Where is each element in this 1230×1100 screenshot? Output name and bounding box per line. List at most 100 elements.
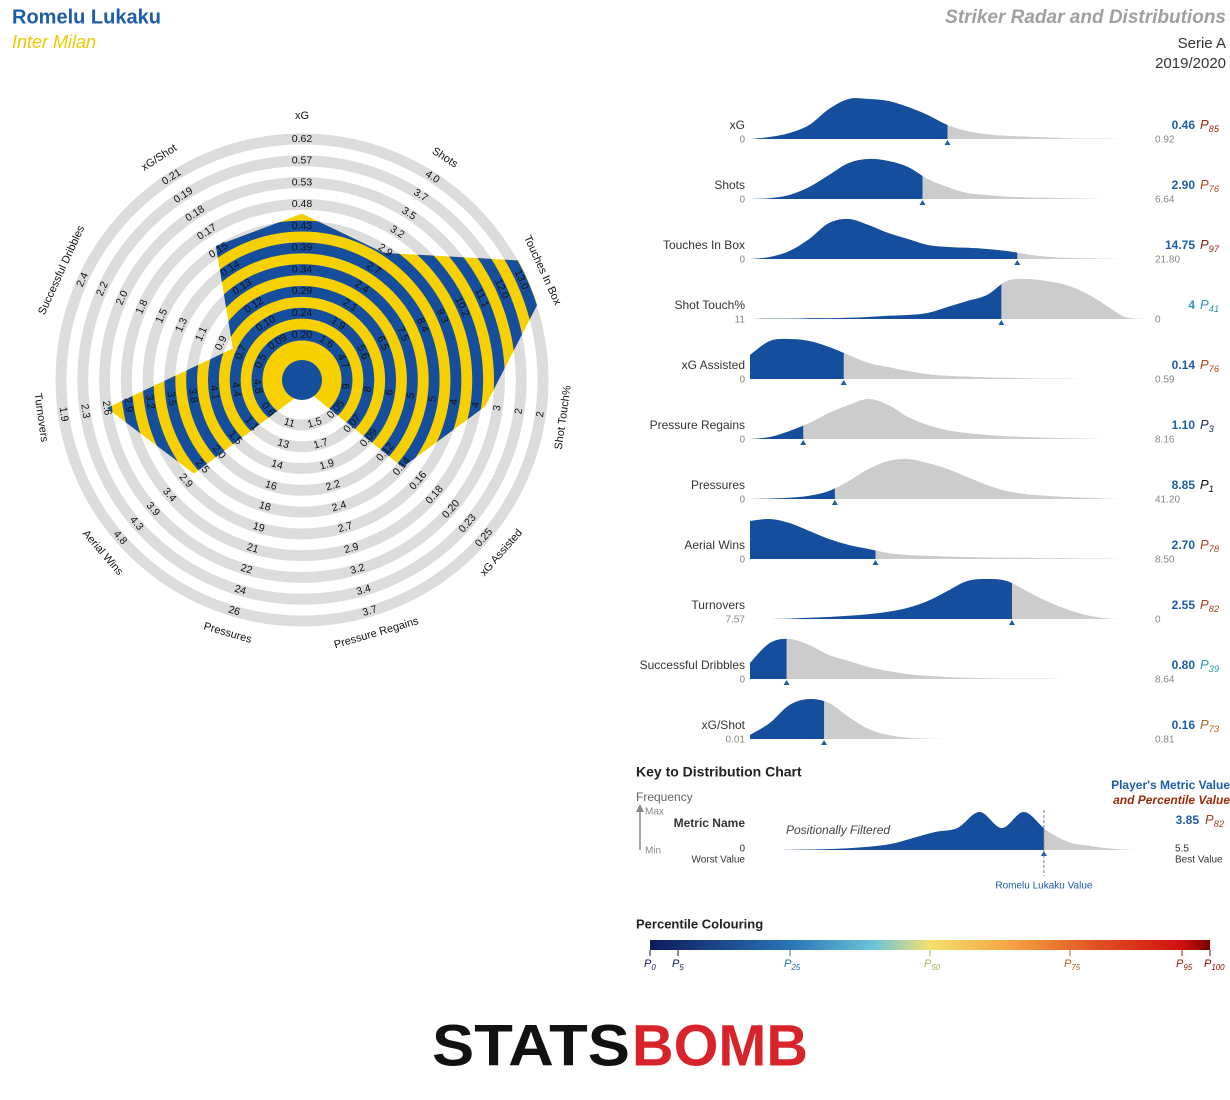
radar-tick-label: 9: [340, 382, 353, 390]
radar-tick-label: 0.43: [292, 220, 313, 232]
radar-tick-label: 1.9: [318, 457, 336, 473]
distribution-player-area: [750, 158, 923, 199]
value-marker: [944, 140, 951, 145]
distribution-player-area: [750, 638, 787, 679]
percentile-number: 73: [1209, 724, 1220, 734]
metric-name: Touches In Box: [663, 238, 745, 252]
season: 2019/2020: [1155, 55, 1226, 72]
value-marker: [998, 320, 1005, 325]
ring: [99, 177, 505, 583]
radar-tick-label: 14: [270, 457, 285, 472]
key-frequency: Frequency: [636, 790, 693, 804]
metric-name: Aerial Wins: [684, 538, 745, 552]
radar-tick-label: 2.2: [324, 478, 342, 494]
value-marker: [840, 380, 847, 385]
max-label: 0.59: [1155, 375, 1175, 386]
radar-tick-label: 6.5: [374, 334, 391, 352]
radar-tick-label: 0.5: [252, 352, 269, 370]
min-label: 0: [739, 435, 745, 446]
radar-tick-label: 2: [534, 410, 547, 418]
percentile-number: 97: [1209, 244, 1220, 254]
metric-value: 0.14: [1172, 358, 1196, 372]
radar-tick-label: 4.7: [335, 352, 352, 370]
max-label: 8.64: [1155, 675, 1175, 686]
value-marker: [1008, 620, 1015, 625]
min-label: 0: [739, 675, 745, 686]
key-min-caption: Worst Value: [691, 855, 745, 866]
key-min: Min: [645, 846, 661, 857]
percentile-title: Percentile Colouring: [636, 916, 763, 931]
value-marker: [831, 500, 838, 505]
competition: Serie A: [1178, 35, 1226, 52]
percentile: P100: [1204, 958, 1225, 972]
radar-tick-label: 3.4: [355, 582, 373, 598]
percentile-prefix: P: [1200, 597, 1209, 612]
radar-tick-label: 0.62: [292, 133, 313, 145]
radar-tick-label: 3.5: [164, 391, 178, 407]
key-legend-percentile: and Percentile Value: [1113, 793, 1230, 807]
metric-value: 14.75: [1165, 238, 1195, 252]
min-label: 0: [739, 555, 745, 566]
metric-name: Pressures: [691, 478, 745, 492]
min-label: 0: [739, 375, 745, 386]
percentile: P39: [1200, 657, 1219, 674]
radar-tick-label: 0.9: [213, 334, 230, 352]
radar-tick-label: 0.53: [292, 176, 313, 188]
percentile-number: 75: [1071, 963, 1080, 972]
radar-tick-label: 2.0: [114, 289, 131, 307]
value-marker: [783, 680, 790, 685]
percentile: P82: [1200, 597, 1220, 614]
radar-tick-label: 6: [383, 389, 396, 397]
radar-tick-label: 7.5: [394, 325, 411, 343]
radar-tick-label: 2.2: [94, 280, 111, 298]
radar-tick-label: 4: [469, 401, 482, 409]
metric-value: 2.90: [1172, 178, 1196, 192]
radar-tick-label: 22: [239, 562, 254, 577]
player-name: Romelu Lukaku: [12, 6, 161, 28]
percentile-prefix: P: [1200, 657, 1209, 672]
radar-tick-label: 0.24: [292, 307, 313, 319]
percentile-number: 1: [1209, 484, 1214, 494]
band: [164, 242, 440, 474]
min-label: 7.57: [726, 615, 746, 626]
distribution-area: [750, 338, 1145, 379]
distribution-player-area: [750, 698, 825, 739]
percentile-prefix: P: [1200, 417, 1209, 432]
distribution-player-area: [750, 218, 1018, 259]
metric-value: 8.85: [1172, 478, 1196, 492]
percentile-prefix: P: [1200, 477, 1209, 492]
value-marker: [872, 560, 879, 565]
radar-tick-label: 2: [512, 407, 525, 415]
metric-name: Shots: [714, 178, 745, 192]
radar-tick-label: 0.20: [292, 329, 313, 341]
min-label: 11: [735, 315, 746, 326]
key-max: Max: [645, 807, 664, 818]
radar-tick-label: 11: [282, 416, 296, 431]
radar-axis-label: Pressures: [202, 620, 253, 646]
radar-tick-label: 2.7: [337, 520, 355, 536]
radar-tick-label: 9.3: [434, 307, 451, 325]
percentile-number: 82: [1214, 819, 1225, 829]
key-marker-label: Romelu Lukaku Value: [995, 881, 1093, 892]
percentile: P0: [644, 958, 656, 972]
max-label: 0: [1155, 315, 1161, 326]
percentile-number: 78: [1209, 544, 1220, 554]
radar-tick-label: 0.7: [233, 343, 250, 361]
radar-tick-label: 0.48: [292, 198, 313, 210]
percentile-prefix: P: [1200, 717, 1209, 732]
percentile-number: 76: [1209, 364, 1220, 374]
metric-name: Shot Touch%: [675, 298, 746, 312]
percentile-number: 82: [1209, 604, 1220, 614]
max-label: 8.16: [1155, 435, 1175, 446]
radar-tick-label: 13: [276, 436, 291, 451]
distribution-area: [750, 698, 1145, 739]
key-legend-value: Player's Metric Value: [1111, 778, 1230, 792]
max-label: 0: [1155, 615, 1161, 626]
radar-tick-label: 1.3: [173, 316, 190, 334]
metric-name: xG: [730, 118, 745, 132]
percentile: P78: [1200, 537, 1220, 554]
key-value: 3.85: [1176, 813, 1200, 827]
radar-tick-label: 4.8: [251, 378, 265, 394]
radar-tick-label: 3.7: [361, 603, 379, 619]
